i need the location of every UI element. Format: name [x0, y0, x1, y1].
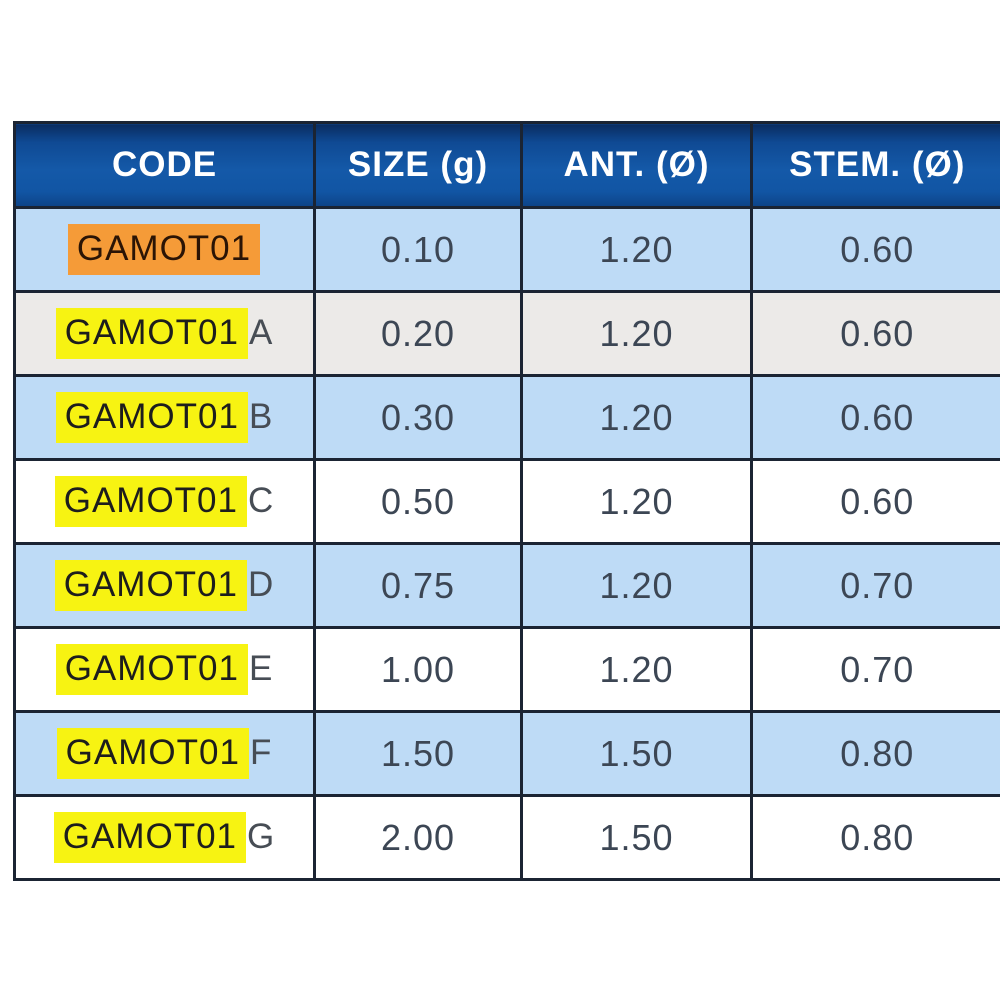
cell-code: GAMOT01 C: [13, 458, 316, 545]
table-row: GAMOT01 B 0.30 1.20 0.60: [13, 374, 1000, 461]
code-suffix: D: [247, 565, 275, 604]
cell-ant: 1.20: [520, 290, 753, 377]
cell-stem: 0.80: [750, 794, 1000, 881]
cell-ant: 1.50: [520, 710, 753, 797]
cell-size: 0.75: [313, 542, 523, 629]
table-body: GAMOT01 0.10 1.20 0.60 GAMOT01 A 0.20 1.2…: [13, 206, 1000, 881]
code-suffix: E: [248, 649, 274, 688]
cell-ant: 1.20: [520, 626, 753, 713]
yellow-highlight: GAMOT01: [53, 812, 247, 863]
cell-stem: 0.70: [750, 626, 1000, 713]
cell-stem: 0.70: [750, 542, 1000, 629]
code-text: GAMOT01: [63, 481, 238, 520]
code-text: GAMOT01: [65, 733, 240, 772]
cell-size: 1.50: [313, 710, 523, 797]
cell-ant: 1.20: [520, 458, 753, 545]
code-suffix: B: [248, 397, 274, 436]
cell-code: GAMOT01 E: [13, 626, 316, 713]
cell-size: 0.30: [313, 374, 523, 461]
spec-table: CODE SIZE (g) ANT. (Ø) STEM. (Ø) GAMOT01…: [13, 121, 1000, 881]
cell-code: GAMOT01 B: [13, 374, 316, 461]
code-text: GAMOT01: [62, 817, 238, 856]
table-row: GAMOT01 A 0.20 1.20 0.60: [13, 290, 1000, 377]
yellow-highlight: GAMOT01: [55, 308, 248, 359]
column-header-ant: ANT. (Ø): [520, 121, 753, 209]
cell-code: GAMOT01: [13, 206, 316, 293]
code-suffix: A: [248, 313, 274, 352]
code-text: GAMOT01: [64, 397, 239, 436]
cell-stem: 0.60: [750, 290, 1000, 377]
cell-code: GAMOT01 A: [13, 290, 316, 377]
code-text: GAMOT01: [64, 649, 239, 688]
cell-ant: 1.50: [520, 794, 753, 881]
cell-stem: 0.80: [750, 710, 1000, 797]
cell-size: 2.00: [313, 794, 523, 881]
code-text: GAMOT01: [76, 229, 252, 268]
yellow-highlight: GAMOT01: [54, 560, 247, 611]
code-text: GAMOT01: [63, 565, 238, 604]
table-row: GAMOT01 E 1.00 1.20 0.70: [13, 626, 1000, 713]
column-header-stem: STEM. (Ø): [750, 121, 1000, 209]
cell-code: GAMOT01 D: [13, 542, 316, 629]
yellow-highlight: GAMOT01: [55, 392, 248, 443]
yellow-highlight: GAMOT01: [56, 728, 249, 779]
cell-size: 0.20: [313, 290, 523, 377]
column-header-size: SIZE (g): [313, 121, 523, 209]
table-row: GAMOT01 C 0.50 1.20 0.60: [13, 458, 1000, 545]
column-header-code: CODE: [13, 121, 316, 209]
cell-size: 0.50: [313, 458, 523, 545]
code-suffix: [260, 229, 261, 268]
cell-ant: 1.20: [520, 374, 753, 461]
code-suffix: C: [247, 481, 275, 520]
cell-stem: 0.60: [750, 206, 1000, 293]
cell-ant: 1.20: [520, 542, 753, 629]
table-row: GAMOT01 G 2.00 1.50 0.80: [13, 794, 1000, 881]
cell-size: 0.10: [313, 206, 523, 293]
code-suffix: F: [249, 733, 273, 772]
cell-stem: 0.60: [750, 374, 1000, 461]
code-text: GAMOT01: [64, 313, 239, 352]
cell-code: GAMOT01 G: [13, 794, 316, 881]
header-row: CODE SIZE (g) ANT. (Ø) STEM. (Ø): [13, 121, 1000, 209]
table-header: CODE SIZE (g) ANT. (Ø) STEM. (Ø): [13, 121, 1000, 209]
yellow-highlight: GAMOT01: [54, 476, 247, 527]
table-row: GAMOT01 F 1.50 1.50 0.80: [13, 710, 1000, 797]
yellow-highlight: GAMOT01: [55, 644, 248, 695]
cell-size: 1.00: [313, 626, 523, 713]
orange-highlight: GAMOT01: [67, 224, 261, 275]
cell-stem: 0.60: [750, 458, 1000, 545]
table-row: GAMOT01 D 0.75 1.20 0.70: [13, 542, 1000, 629]
cell-ant: 1.20: [520, 206, 753, 293]
code-suffix: G: [247, 817, 276, 856]
table-row: GAMOT01 0.10 1.20 0.60: [13, 206, 1000, 293]
cell-code: GAMOT01 F: [13, 710, 316, 797]
